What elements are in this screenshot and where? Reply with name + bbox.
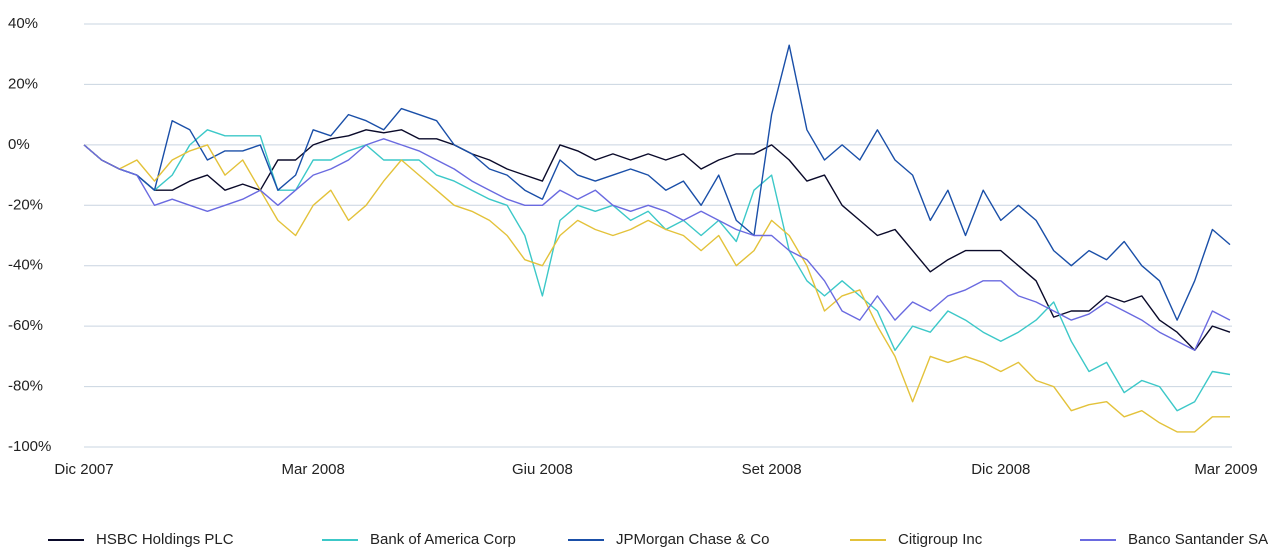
y-tick-label: -20% xyxy=(8,196,43,213)
y-tick-label: -100% xyxy=(8,438,51,455)
series-line xyxy=(83,129,1231,351)
series-line xyxy=(83,138,1231,351)
legend-label: JPMorgan Chase & Co xyxy=(616,531,769,548)
y-tick-label: 40% xyxy=(8,15,38,32)
series-line xyxy=(83,44,1231,321)
legend-label: Bank of America Corp xyxy=(370,531,516,548)
legend-label: Banco Santander SA xyxy=(1128,531,1268,548)
legend-label: Citigroup Inc xyxy=(898,531,983,548)
y-tick-label: -80% xyxy=(8,378,43,395)
legend-label: HSBC Holdings PLC xyxy=(96,531,234,548)
series-line xyxy=(83,129,1231,412)
x-tick-label: Mar 2008 xyxy=(282,461,345,478)
x-tick-label: Mar 2009 xyxy=(1194,461,1257,478)
y-tick-label: 0% xyxy=(8,136,30,153)
y-tick-label: -40% xyxy=(8,257,43,274)
series-line xyxy=(83,144,1230,433)
x-tick-label: Giu 2008 xyxy=(512,461,573,478)
x-tick-label: Set 2008 xyxy=(742,461,802,478)
y-tick-label: -60% xyxy=(8,317,43,334)
x-tick-label: Dic 2008 xyxy=(971,461,1030,478)
y-tick-label: 20% xyxy=(8,75,38,92)
x-tick-label: Dic 2007 xyxy=(54,461,113,478)
